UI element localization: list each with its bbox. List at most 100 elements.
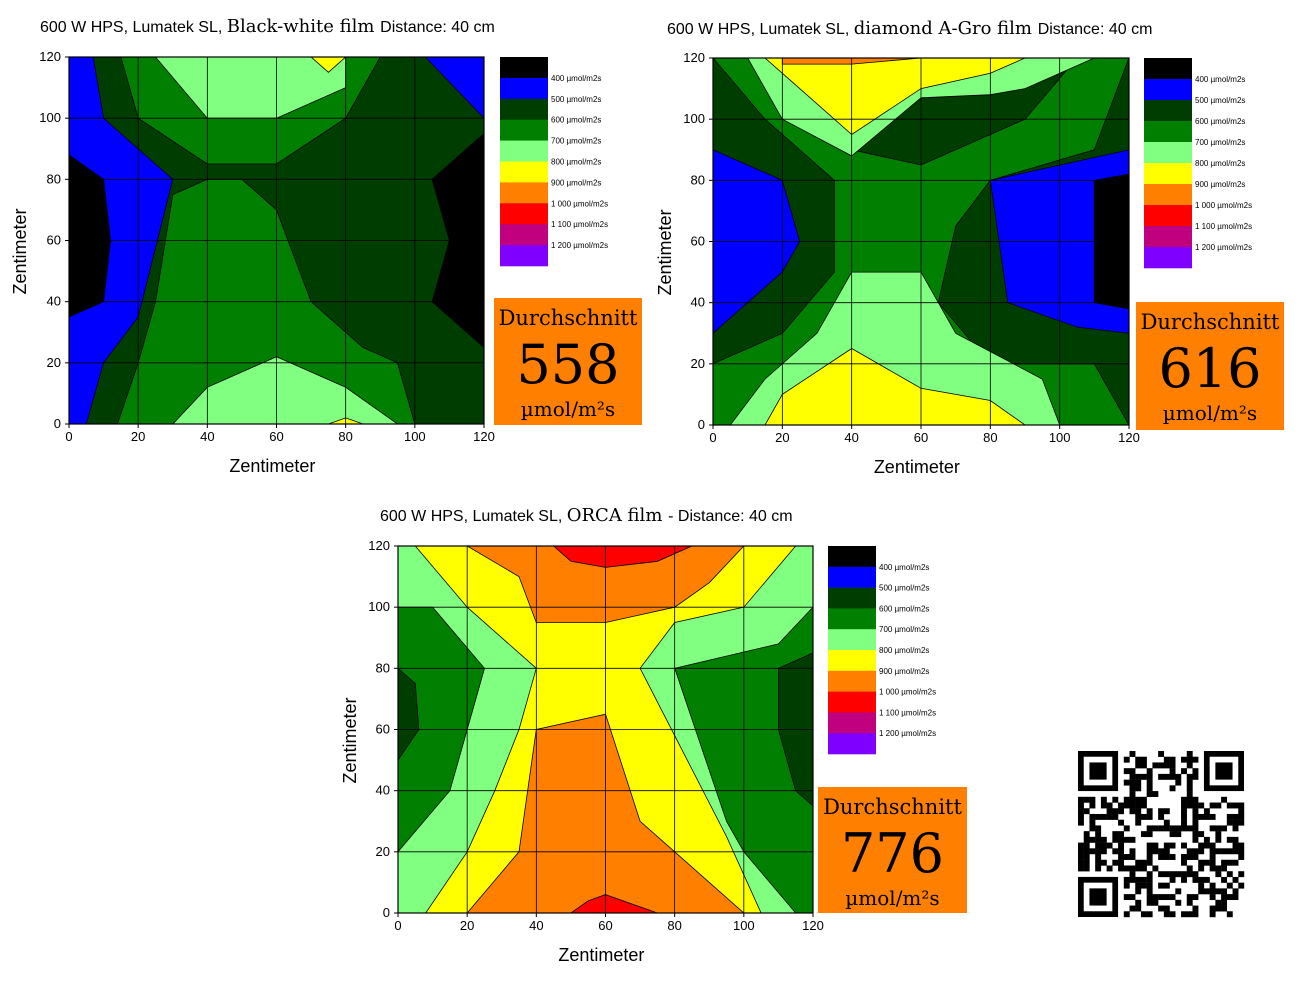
qr-module	[1175, 773, 1182, 780]
qr-module	[1192, 894, 1199, 901]
qr-module	[1078, 848, 1084, 855]
legend-entry: 700 µmol/m2s	[879, 625, 929, 634]
panel-title-distance: Distance: 40 cm	[380, 19, 495, 36]
legend-swatch-yellow	[828, 650, 876, 672]
qr-module	[1226, 813, 1233, 820]
qr-module	[1163, 848, 1170, 855]
contour-region-red	[552, 546, 693, 568]
qr-module	[1198, 848, 1205, 855]
y-tick-label: 100	[368, 599, 390, 614]
qr-module	[1169, 876, 1176, 883]
qr-module	[1146, 854, 1153, 860]
average-label: Durchschnitt	[823, 795, 962, 819]
qr-module	[1118, 848, 1124, 855]
qr-module	[1118, 854, 1124, 860]
qr-module	[1175, 779, 1182, 786]
qr-module	[1135, 808, 1142, 815]
qr-module	[1135, 773, 1142, 780]
qr-module	[1192, 831, 1199, 838]
qr-module	[1163, 762, 1170, 769]
qr-module	[1169, 756, 1176, 763]
legend-entry: 900 µmol/m2s	[551, 178, 601, 187]
qr-module	[1118, 836, 1124, 843]
legend-entry: 1 000 µmol/m2s	[1195, 201, 1252, 210]
panel-title: 600 W HPS, Lumatek SL, ORCA film - Dista…	[380, 505, 793, 526]
qr-module	[1100, 842, 1107, 849]
qr-module	[1215, 888, 1222, 895]
y-tick-label: 0	[698, 417, 705, 432]
qr-module	[1078, 808, 1084, 815]
qr-module	[1158, 773, 1165, 780]
qr-module	[1078, 859, 1084, 866]
qr-module	[1135, 859, 1142, 866]
x-tick-label: 100	[1049, 430, 1071, 445]
y-tick-label: 120	[368, 538, 390, 553]
legend-entry: 600 µmol/m2s	[1195, 117, 1245, 126]
average-unit: µmol/m²s	[845, 886, 939, 910]
legend-swatch-darkgreen	[828, 587, 876, 609]
qr-module	[1123, 756, 1130, 763]
y-tick-label: 60	[376, 722, 390, 737]
qr-module	[1209, 813, 1216, 820]
qr-module	[1192, 905, 1199, 912]
qr-module	[1112, 813, 1119, 820]
panel-title-prefix: 600 W HPS, Lumatek SL,	[40, 19, 227, 36]
qr-module	[1186, 911, 1193, 918]
qr-module	[1078, 865, 1084, 872]
contour-region-yellow	[310, 57, 347, 73]
qr-module	[1209, 894, 1216, 901]
x-tick-label: 20	[460, 918, 474, 933]
qr-module	[1192, 871, 1199, 878]
qr-module	[1152, 894, 1159, 901]
legend-swatch-blue	[500, 77, 548, 100]
qr-module	[1146, 888, 1153, 895]
qr-module	[1238, 848, 1245, 855]
qr-module	[1221, 876, 1228, 883]
qr-module	[1198, 876, 1205, 883]
qr-module	[1083, 796, 1090, 803]
qr-module	[1163, 911, 1170, 918]
qr-module	[1181, 854, 1187, 860]
qr-module	[1203, 842, 1210, 849]
legend-entry: 1 000 µmol/m2s	[551, 199, 608, 208]
legend-entry: 400 µmol/m2s	[551, 74, 601, 83]
qr-module	[1146, 899, 1153, 906]
qr-module	[1095, 825, 1102, 832]
qr-finder-core	[1089, 762, 1107, 780]
qr-module	[1192, 854, 1199, 860]
qr-module	[1078, 854, 1084, 860]
average-unit: µmol/m²s	[521, 397, 615, 421]
y-tick-label: 80	[47, 171, 61, 186]
qr-module	[1152, 865, 1159, 872]
qr-module	[1192, 848, 1199, 855]
qr-module	[1186, 751, 1193, 757]
qr-module	[1238, 854, 1245, 860]
x-tick-label: 60	[914, 430, 928, 445]
qr-module	[1209, 911, 1216, 918]
y-tick-label: 80	[691, 172, 705, 187]
legend-swatch-magenta	[500, 224, 548, 246]
qr-module	[1158, 848, 1165, 855]
qr-module	[1140, 762, 1147, 769]
qr-module	[1140, 911, 1147, 918]
legend-swatch-lightgreen	[1144, 142, 1192, 164]
x-tick-label: 100	[733, 918, 755, 933]
qr-module	[1135, 779, 1142, 786]
qr-module	[1123, 779, 1130, 786]
qr-module	[1232, 825, 1239, 832]
qr-module	[1135, 796, 1142, 803]
qr-module	[1123, 876, 1130, 883]
x-tick-label: 60	[269, 429, 283, 444]
qr-module	[1089, 819, 1096, 826]
qr-module	[1181, 876, 1187, 883]
legend-swatch-yellow	[500, 161, 548, 183]
qr-module	[1203, 836, 1210, 843]
average-box-background	[818, 787, 967, 913]
legend-swatch-violet	[1144, 247, 1192, 269]
qr-module	[1181, 813, 1187, 820]
qr-module	[1203, 859, 1210, 866]
x-tick-label: 100	[404, 429, 426, 444]
qr-module	[1203, 813, 1210, 820]
qr-module	[1083, 848, 1090, 855]
